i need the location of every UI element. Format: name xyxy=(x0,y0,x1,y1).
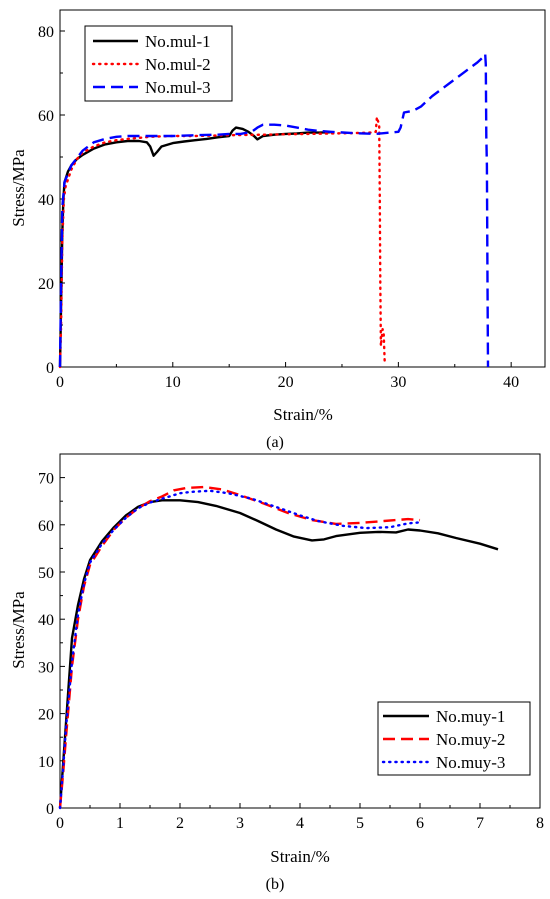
series-group xyxy=(58,52,490,369)
y-axis-label: Stress/MPa xyxy=(9,149,28,227)
x-tick-label: 6 xyxy=(416,815,424,832)
y-tick-label: 70 xyxy=(38,471,54,488)
y-tick-label: 40 xyxy=(38,192,54,209)
y-tick-label: 50 xyxy=(38,565,54,582)
legend-entry: No.muy-2 xyxy=(383,730,505,749)
series-line xyxy=(58,489,422,810)
plot-frame xyxy=(59,9,546,368)
series-line xyxy=(58,52,490,368)
x-tick-label: 7 xyxy=(476,815,484,832)
y-tick-label: 0 xyxy=(46,360,54,377)
series-group xyxy=(58,485,499,810)
y-axis-label: Stress/MPa xyxy=(9,591,28,669)
legend: No.muy-1 No.muy-2 No.muy-3 xyxy=(377,701,531,776)
legend-entry: No.muy-1 xyxy=(383,707,505,726)
y-tick-label: 60 xyxy=(38,518,54,535)
y-tick-label: 0 xyxy=(46,801,54,818)
legend-label: No.mul-3 xyxy=(145,78,211,97)
x-tick-label: 2 xyxy=(176,815,184,832)
legend-entry: No.muy-3 xyxy=(381,753,505,772)
x-tick-label: 5 xyxy=(356,815,364,832)
x-tick-label: 0 xyxy=(56,815,64,832)
panel-label: (b) xyxy=(266,876,285,893)
x-axis-label: Strain/% xyxy=(273,405,333,424)
chart-panel-b: 0 1 2 3 4 5 6 7 8 0 10 20 30 40 50 60 70 Strain/% Stres… xyxy=(9,453,544,893)
series-line xyxy=(58,499,499,809)
y-tick-label: 60 xyxy=(38,108,54,125)
x-tick-label: 40 xyxy=(503,374,519,391)
panel-label: (a) xyxy=(266,434,284,451)
legend-frame xyxy=(84,25,233,102)
x-tick-label: 30 xyxy=(390,374,406,391)
series-line xyxy=(58,126,331,368)
y-tick-label: 40 xyxy=(38,612,54,629)
x-tick-label: 20 xyxy=(278,374,294,391)
x-axis-label: Strain/% xyxy=(270,847,330,866)
legend-entry: No.mul-1 xyxy=(93,32,211,51)
legend-label: No.muy-3 xyxy=(436,753,505,772)
legend: No.mul-1 No.mul-2 No.mul-3 xyxy=(84,25,233,102)
x-tick-label: 4 xyxy=(296,815,304,832)
y-axis: 0 10 20 30 40 50 60 70 xyxy=(38,471,65,818)
legend-entry: No.mul-3 xyxy=(93,78,211,97)
series-line xyxy=(58,485,421,809)
x-tick-label: 1 xyxy=(116,815,124,832)
y-tick-label: 10 xyxy=(38,754,54,771)
y-tick-label: 20 xyxy=(38,276,54,293)
x-tick-label: 3 xyxy=(236,815,244,832)
legend-label: No.mul-1 xyxy=(145,32,211,51)
x-tick-label: 0 xyxy=(56,374,64,391)
y-tick-label: 20 xyxy=(38,707,54,724)
x-axis: 0 1 2 3 4 5 6 7 8 xyxy=(56,803,544,832)
x-axis: 0 10 20 30 40 xyxy=(56,362,519,391)
y-tick-label: 80 xyxy=(38,24,54,41)
x-tick-label: 10 xyxy=(165,374,181,391)
legend-entry: No.mul-2 xyxy=(91,55,211,74)
x-tick-label: 8 xyxy=(536,815,544,832)
series-line xyxy=(58,115,386,369)
y-tick-label: 30 xyxy=(38,659,54,676)
legend-label: No.muy-2 xyxy=(436,730,505,749)
legend-label: No.muy-1 xyxy=(436,707,505,726)
legend-label: No.mul-2 xyxy=(145,55,211,74)
